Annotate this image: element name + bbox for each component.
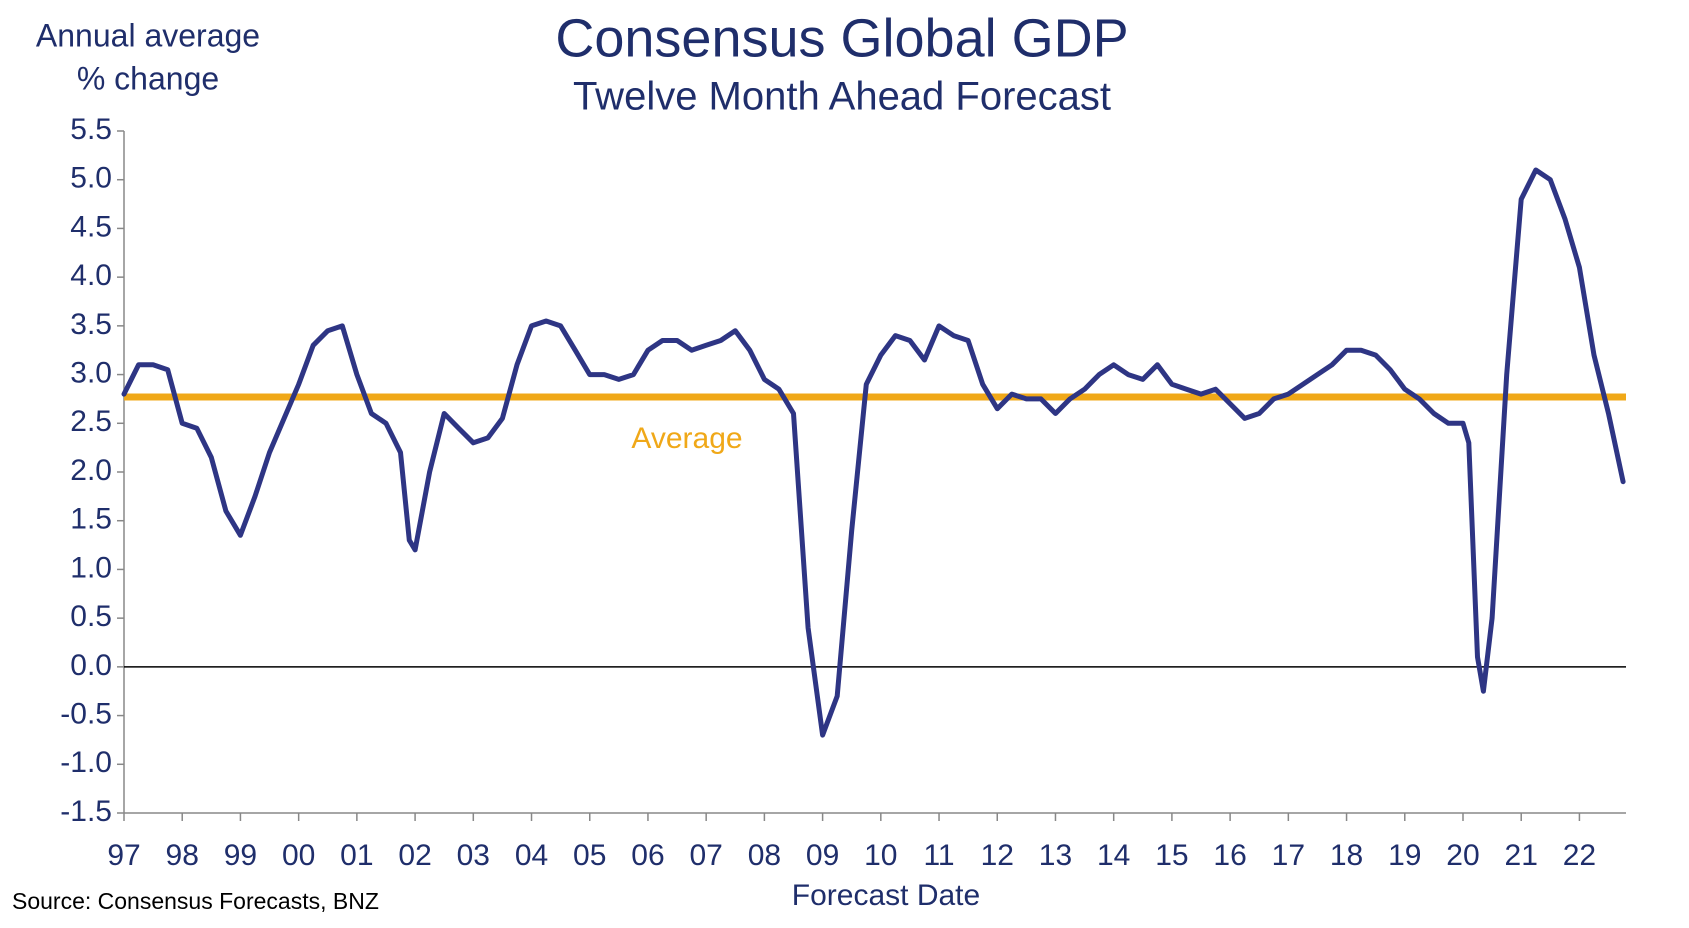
y-tick-label: 4.5 <box>70 210 112 243</box>
x-tick-label: 19 <box>1388 839 1421 872</box>
x-tick-label: 08 <box>748 839 781 872</box>
x-tick-label: 04 <box>515 839 548 872</box>
x-tick-label: 13 <box>1039 839 1072 872</box>
x-tick-label: 02 <box>398 839 431 872</box>
y-tick-label: 1.5 <box>70 503 112 536</box>
y-axis-label: % change <box>77 60 219 96</box>
y-tick-label: 0.5 <box>70 600 112 633</box>
y-tick-label: -1.5 <box>60 795 112 828</box>
x-tick-label: 01 <box>340 839 373 872</box>
y-tick-label: 5.0 <box>70 162 112 195</box>
x-tick-label: 00 <box>282 839 315 872</box>
x-tick-label: 22 <box>1563 839 1596 872</box>
x-tick-label: 12 <box>981 839 1014 872</box>
x-tick-label: 99 <box>224 839 257 872</box>
y-axis-label: Annual average <box>36 17 260 53</box>
x-axis-label: Forecast Date <box>792 879 980 912</box>
x-tick-label: 98 <box>166 839 199 872</box>
y-tick-label: 4.0 <box>70 259 112 292</box>
x-tick-label: 15 <box>1155 839 1188 872</box>
x-tick-label: 18 <box>1330 839 1363 872</box>
chart-title: Consensus Global GDP <box>555 8 1128 68</box>
x-tick-label: 97 <box>107 839 140 872</box>
y-tick-label: 3.0 <box>70 356 112 389</box>
y-tick-label: 3.5 <box>70 308 112 341</box>
source-note: Source: Consensus Forecasts, BNZ <box>12 888 379 914</box>
y-tick-label: -1.0 <box>60 746 112 779</box>
y-tick-label: -0.5 <box>60 697 112 730</box>
x-tick-label: 11 <box>923 839 954 872</box>
x-tick-label: 16 <box>1213 839 1246 872</box>
y-tick-label: 0.0 <box>70 649 112 682</box>
chart-subtitle: Twelve Month Ahead Forecast <box>573 75 1111 119</box>
x-tick-label: 06 <box>631 839 664 872</box>
y-tick-label: 5.5 <box>70 113 112 146</box>
x-tick-label: 21 <box>1505 839 1538 872</box>
series-line <box>121 167 1626 738</box>
x-tick-label: 17 <box>1272 839 1305 872</box>
y-tick-label: 1.0 <box>70 551 112 584</box>
x-tick-label: 20 <box>1446 839 1479 872</box>
x-tick-label: 10 <box>864 839 897 872</box>
x-tick-label: 05 <box>573 839 606 872</box>
x-tick-label: 07 <box>689 839 722 872</box>
x-tick-label: 03 <box>457 839 490 872</box>
x-tick-label: 09 <box>806 839 839 872</box>
average-label: Average <box>631 422 742 455</box>
x-tick-label: 14 <box>1097 839 1130 872</box>
y-tick-label: 2.0 <box>70 454 112 487</box>
y-tick-label: 2.5 <box>70 405 112 438</box>
